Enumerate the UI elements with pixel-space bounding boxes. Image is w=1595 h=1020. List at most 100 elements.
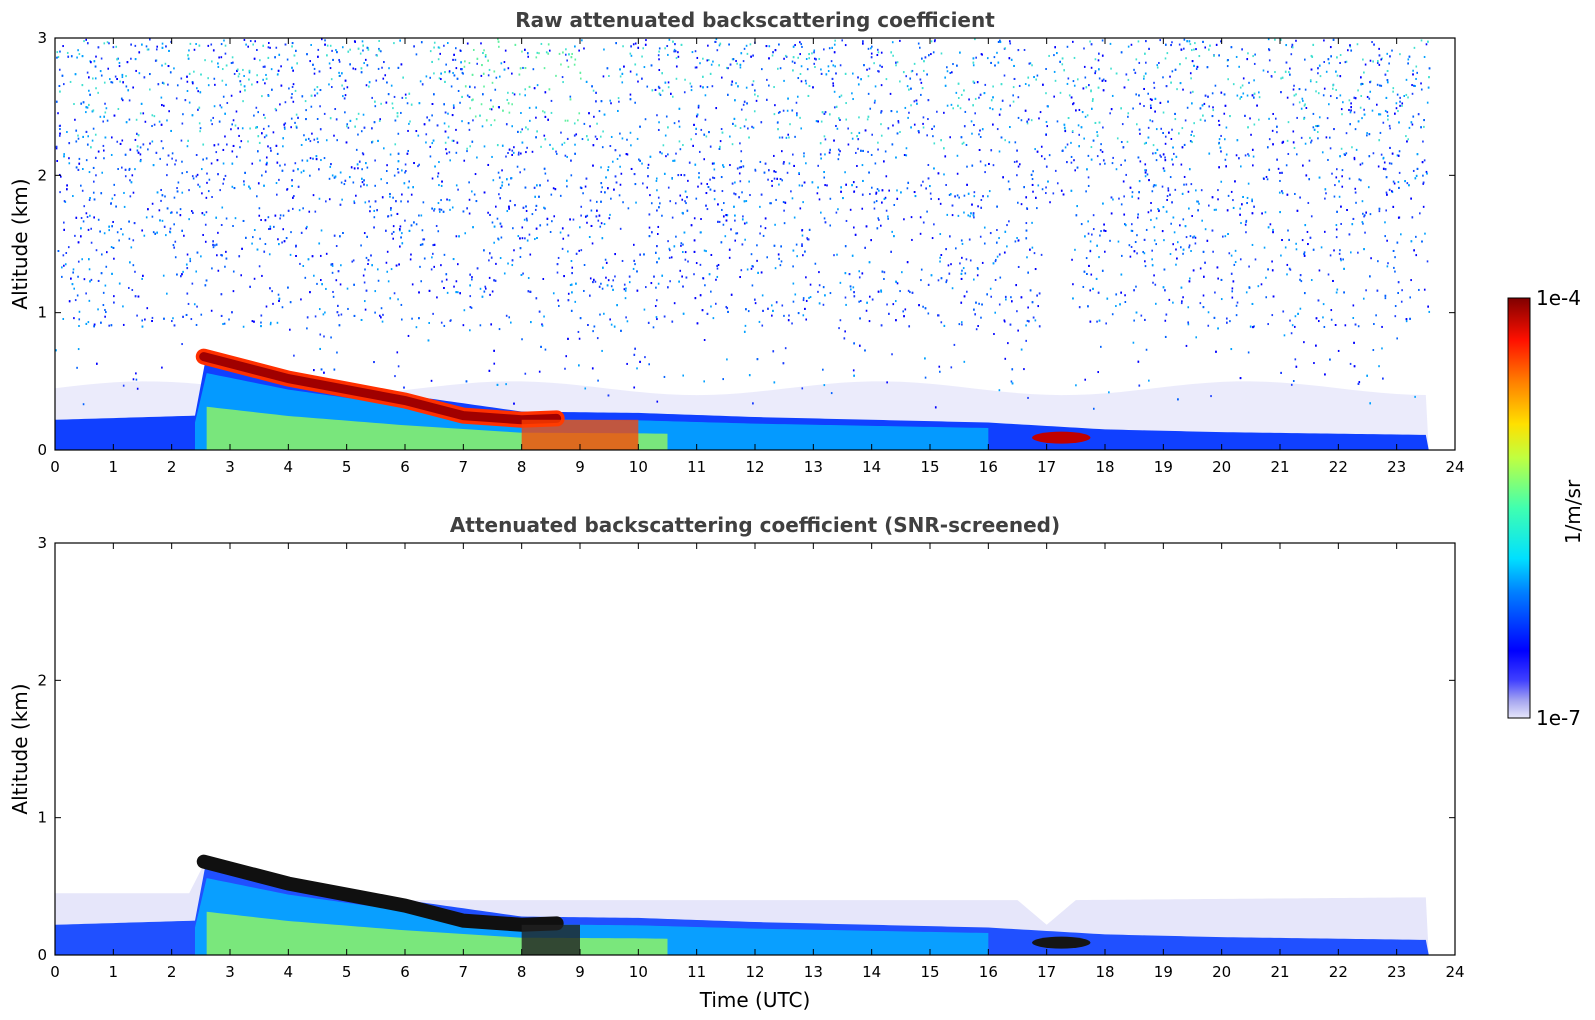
noise-pixel	[413, 162, 415, 165]
noise-pixel	[732, 122, 734, 125]
noise-pixel	[661, 274, 664, 277]
noise-pixel	[722, 165, 725, 168]
noise-pixel	[896, 61, 899, 64]
noise-pixel	[1208, 204, 1210, 207]
noise-pixel	[220, 43, 223, 46]
noise-pixel	[614, 275, 616, 278]
noise-pixel	[224, 112, 226, 115]
noise-pixel	[152, 231, 155, 234]
noise-pixel	[1199, 302, 1202, 305]
noise-pixel	[69, 80, 72, 83]
noise-pixel	[922, 221, 925, 224]
noise-pixel	[759, 232, 761, 235]
noise-pixel	[703, 133, 706, 136]
noise-pixel	[534, 208, 537, 211]
noise-pixel	[1067, 77, 1070, 80]
noise-pixel	[1007, 342, 1009, 345]
noise-pixel	[511, 125, 513, 128]
noise-pixel	[594, 280, 597, 283]
noise-pixel	[376, 54, 378, 57]
noise-pixel	[855, 186, 858, 189]
noise-pixel	[1331, 172, 1333, 175]
noise-pixel	[794, 44, 796, 47]
noise-pixel	[406, 102, 409, 105]
noise-pixel	[105, 265, 108, 268]
noise-pixel	[484, 287, 487, 290]
noise-pixel	[844, 44, 847, 47]
noise-pixel	[584, 185, 587, 188]
noise-pixel	[170, 211, 173, 214]
noise-pixel	[910, 216, 913, 219]
noise-pixel	[205, 279, 208, 282]
noise-pixel	[1241, 84, 1244, 87]
noise-pixel	[601, 349, 603, 352]
noise-pixel	[1089, 289, 1092, 292]
noise-pixel	[619, 165, 621, 168]
noise-pixel	[535, 204, 538, 207]
noise-pixel	[324, 311, 326, 314]
noise-pixel	[253, 320, 255, 323]
noise-pixel	[1376, 61, 1379, 64]
noise-pixel	[1061, 63, 1064, 66]
noise-pixel	[431, 256, 433, 259]
noise-pixel	[358, 160, 361, 163]
noise-pixel	[833, 43, 836, 46]
noise-pixel	[1147, 211, 1150, 214]
noise-pixel	[1173, 231, 1176, 234]
noise-pixel	[354, 68, 357, 71]
noise-pixel	[967, 214, 970, 217]
noise-pixel	[552, 187, 555, 190]
noise-pixel	[128, 237, 131, 240]
noise-pixel	[547, 118, 549, 121]
noise-pixel	[1153, 239, 1156, 242]
noise-pixel	[377, 139, 379, 142]
noise-pixel	[629, 93, 632, 96]
noise-pixel	[440, 184, 443, 187]
noise-pixel	[397, 171, 400, 174]
noise-pixel	[328, 83, 330, 86]
noise-pixel	[1151, 120, 1154, 123]
noise-pixel	[374, 105, 377, 108]
noise-pixel	[919, 232, 922, 235]
noise-pixel	[685, 202, 687, 205]
noise-pixel	[1127, 112, 1130, 115]
noise-pixel	[1102, 89, 1105, 92]
noise-pixel	[619, 154, 621, 157]
noise-pixel	[58, 68, 61, 71]
noise-pixel	[998, 303, 1001, 306]
noise-pixel	[480, 74, 483, 77]
noise-pixel	[362, 274, 365, 277]
noise-pixel	[508, 316, 511, 319]
noise-pixel	[218, 120, 221, 123]
noise-pixel	[506, 210, 509, 213]
noise-pixel	[1399, 53, 1401, 56]
noise-pixel	[197, 90, 199, 93]
noise-pixel	[752, 126, 755, 129]
noise-pixel	[670, 92, 672, 95]
noise-pixel	[524, 372, 527, 375]
noise-pixel	[596, 337, 599, 340]
noise-pixel	[716, 49, 719, 52]
noise-pixel	[945, 183, 947, 186]
noise-pixel	[1342, 101, 1344, 104]
noise-pixel	[979, 160, 982, 163]
noise-pixel	[170, 129, 172, 132]
noise-pixel	[578, 249, 580, 252]
noise-pixel	[1287, 121, 1290, 124]
noise-pixel	[283, 127, 286, 130]
noise-pixel	[225, 217, 228, 220]
noise-pixel	[136, 387, 139, 390]
noise-pixel	[782, 201, 785, 204]
noise-pixel	[1352, 304, 1355, 307]
noise-pixel	[892, 303, 895, 306]
noise-pixel	[1384, 109, 1387, 112]
noise-pixel	[707, 44, 709, 47]
noise-pixel	[1381, 57, 1383, 60]
noise-pixel	[63, 200, 66, 203]
noise-pixel	[984, 83, 987, 86]
noise-pixel	[1378, 47, 1380, 50]
noise-pixel	[984, 171, 986, 174]
noise-pixel	[913, 123, 916, 126]
noise-pixel	[1082, 285, 1085, 288]
noise-pixel	[1018, 84, 1021, 87]
